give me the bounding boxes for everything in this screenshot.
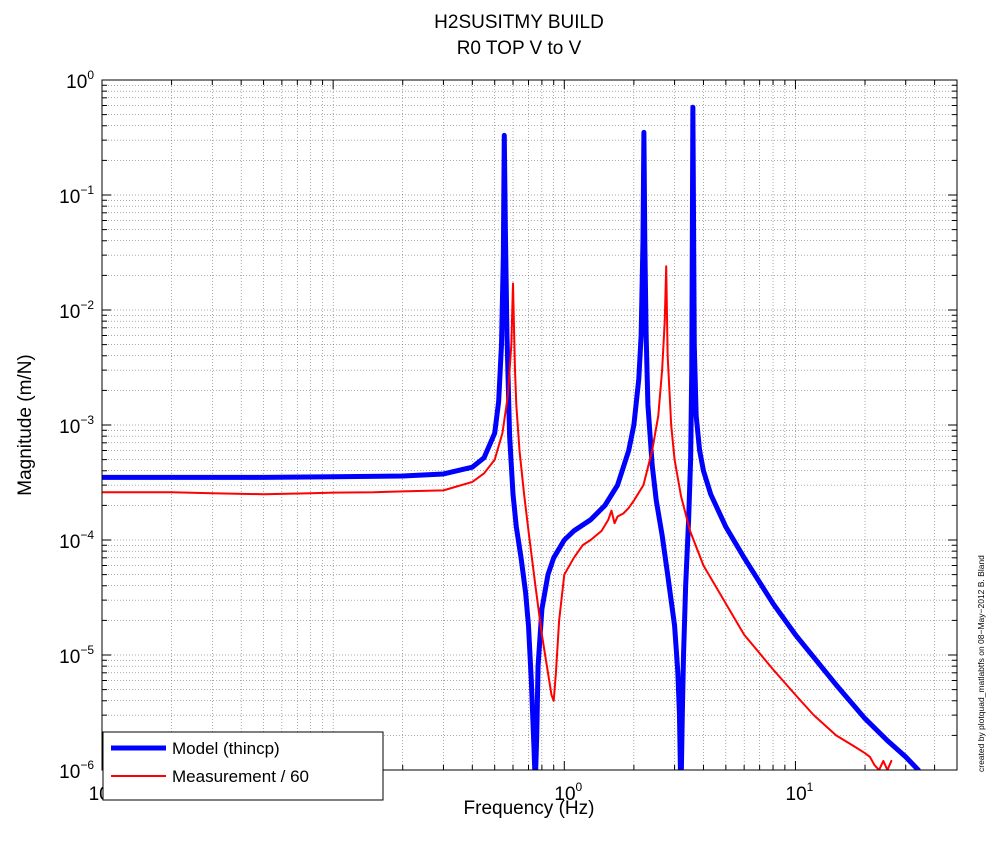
legend-label-measurement: Measurement / 60 — [172, 767, 309, 786]
series-line-measurement — [102, 265, 893, 770]
x-axis-label: Frequency (Hz) — [464, 798, 595, 819]
chart-title-line-2: R0 TOP V to V — [457, 38, 582, 59]
credit-text: created by plotquad_matlabtfs on 08−May−… — [976, 555, 986, 772]
y-tick-label: 10−6 — [59, 758, 94, 783]
y-tick-label: 10−5 — [59, 643, 94, 668]
y-tick-label: 100 — [66, 68, 94, 93]
axis-ticks — [101, 79, 958, 771]
legend-label-model: Model (thincp) — [172, 739, 280, 758]
y-tick-label: 10−1 — [59, 183, 94, 208]
chart-title-line-1: H2SUSITMY BUILD — [434, 12, 604, 33]
legend-box — [102, 731, 384, 801]
legend: Model (thincp) Measurement / 60 — [102, 731, 384, 801]
y-tick-label: 10−3 — [59, 413, 94, 438]
grid-lines — [101, 79, 958, 771]
data-series — [102, 104, 921, 770]
series-line-model — [102, 104, 921, 770]
x-tick-label: 100 — [554, 780, 582, 805]
y-tick-label: 10−2 — [59, 298, 94, 323]
plot-frame — [101, 79, 958, 771]
y-tick-label: 10−4 — [59, 528, 94, 553]
x-tick-label: 101 — [786, 780, 814, 805]
y-axis-label: Magnitude (m/N) — [15, 354, 36, 496]
